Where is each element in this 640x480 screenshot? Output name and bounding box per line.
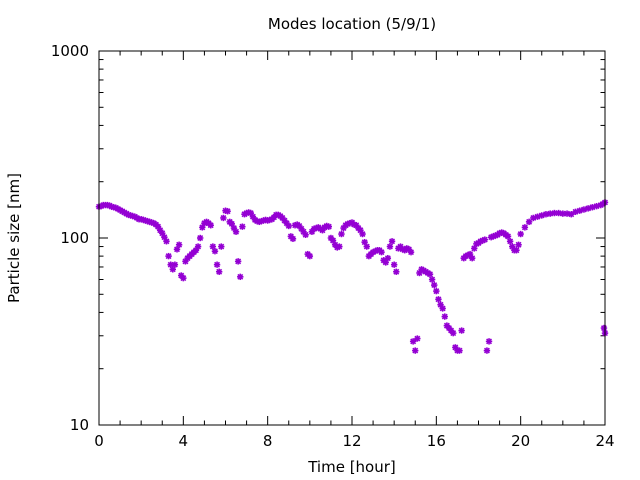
data-point (428, 276, 436, 283)
data-point (407, 248, 415, 256)
data-point (468, 254, 476, 262)
data-point (213, 261, 221, 268)
x-tick-label: 4 (179, 432, 189, 450)
data-point (211, 247, 219, 255)
data-point (521, 224, 529, 231)
data-point (441, 313, 448, 320)
data-point (513, 247, 520, 254)
y-tick-label: 100 (60, 229, 89, 247)
x-tick-label: 20 (511, 432, 530, 450)
data-point (412, 347, 419, 354)
data-point (232, 228, 240, 235)
data-point (384, 254, 392, 262)
data-point (506, 238, 514, 245)
data-point (220, 214, 227, 222)
data-point (285, 222, 292, 230)
data-point (215, 268, 223, 275)
data-point (194, 243, 202, 250)
data-point (485, 338, 493, 345)
data-point (359, 230, 366, 238)
data-point (218, 243, 225, 250)
x-tick-label: 0 (94, 432, 104, 450)
x-tick-label: 8 (263, 432, 273, 450)
data-point (433, 287, 440, 295)
data-point (289, 235, 297, 243)
data-point (388, 238, 396, 245)
data-point (456, 347, 463, 354)
data-point (435, 296, 442, 303)
data-point (306, 252, 314, 260)
x-tick-label: 24 (595, 432, 614, 450)
data-point (239, 223, 246, 230)
data-point (325, 223, 333, 230)
data-point (180, 274, 187, 282)
data-point (431, 281, 438, 289)
data-point (234, 258, 242, 265)
chart-title: Modes location (5/9/1) (268, 15, 436, 33)
data-point (197, 234, 204, 242)
data-point (409, 338, 417, 345)
data-points (95, 199, 609, 354)
tick-labels: 0 4 8 12 16 20 24 10 100 1000 (51, 42, 615, 450)
data-point (393, 268, 400, 275)
data-point (525, 218, 533, 226)
x-tick-label: 12 (342, 432, 361, 450)
data-point (336, 243, 343, 250)
y-axis-label: Particle size [nm] (5, 173, 23, 303)
data-point (378, 248, 385, 256)
data-point (175, 241, 183, 248)
data-point (458, 327, 465, 334)
data-point (386, 243, 394, 250)
data-point (414, 335, 421, 342)
data-point (517, 230, 524, 238)
data-point (439, 305, 446, 312)
data-point (390, 261, 398, 268)
data-point (338, 230, 345, 238)
x-axis-label: Time [hour] (307, 458, 396, 476)
data-point (302, 231, 309, 239)
data-point (363, 243, 370, 250)
y-tick-label: 10 (70, 416, 89, 434)
data-point (165, 252, 172, 260)
data-point (171, 261, 179, 268)
data-point (426, 271, 434, 278)
x-tick-label: 16 (427, 432, 446, 450)
y-tick-label: 1000 (51, 42, 89, 60)
data-point (481, 236, 489, 243)
data-point (450, 329, 457, 337)
data-point (207, 222, 214, 229)
plot-frame (98, 50, 606, 426)
axis-ticks (98, 50, 606, 426)
data-point (600, 324, 608, 332)
data-point (504, 233, 512, 240)
data-point (515, 241, 522, 248)
data-point (224, 208, 231, 215)
data-point (237, 273, 244, 281)
data-point (163, 238, 170, 245)
data-point (483, 347, 491, 354)
